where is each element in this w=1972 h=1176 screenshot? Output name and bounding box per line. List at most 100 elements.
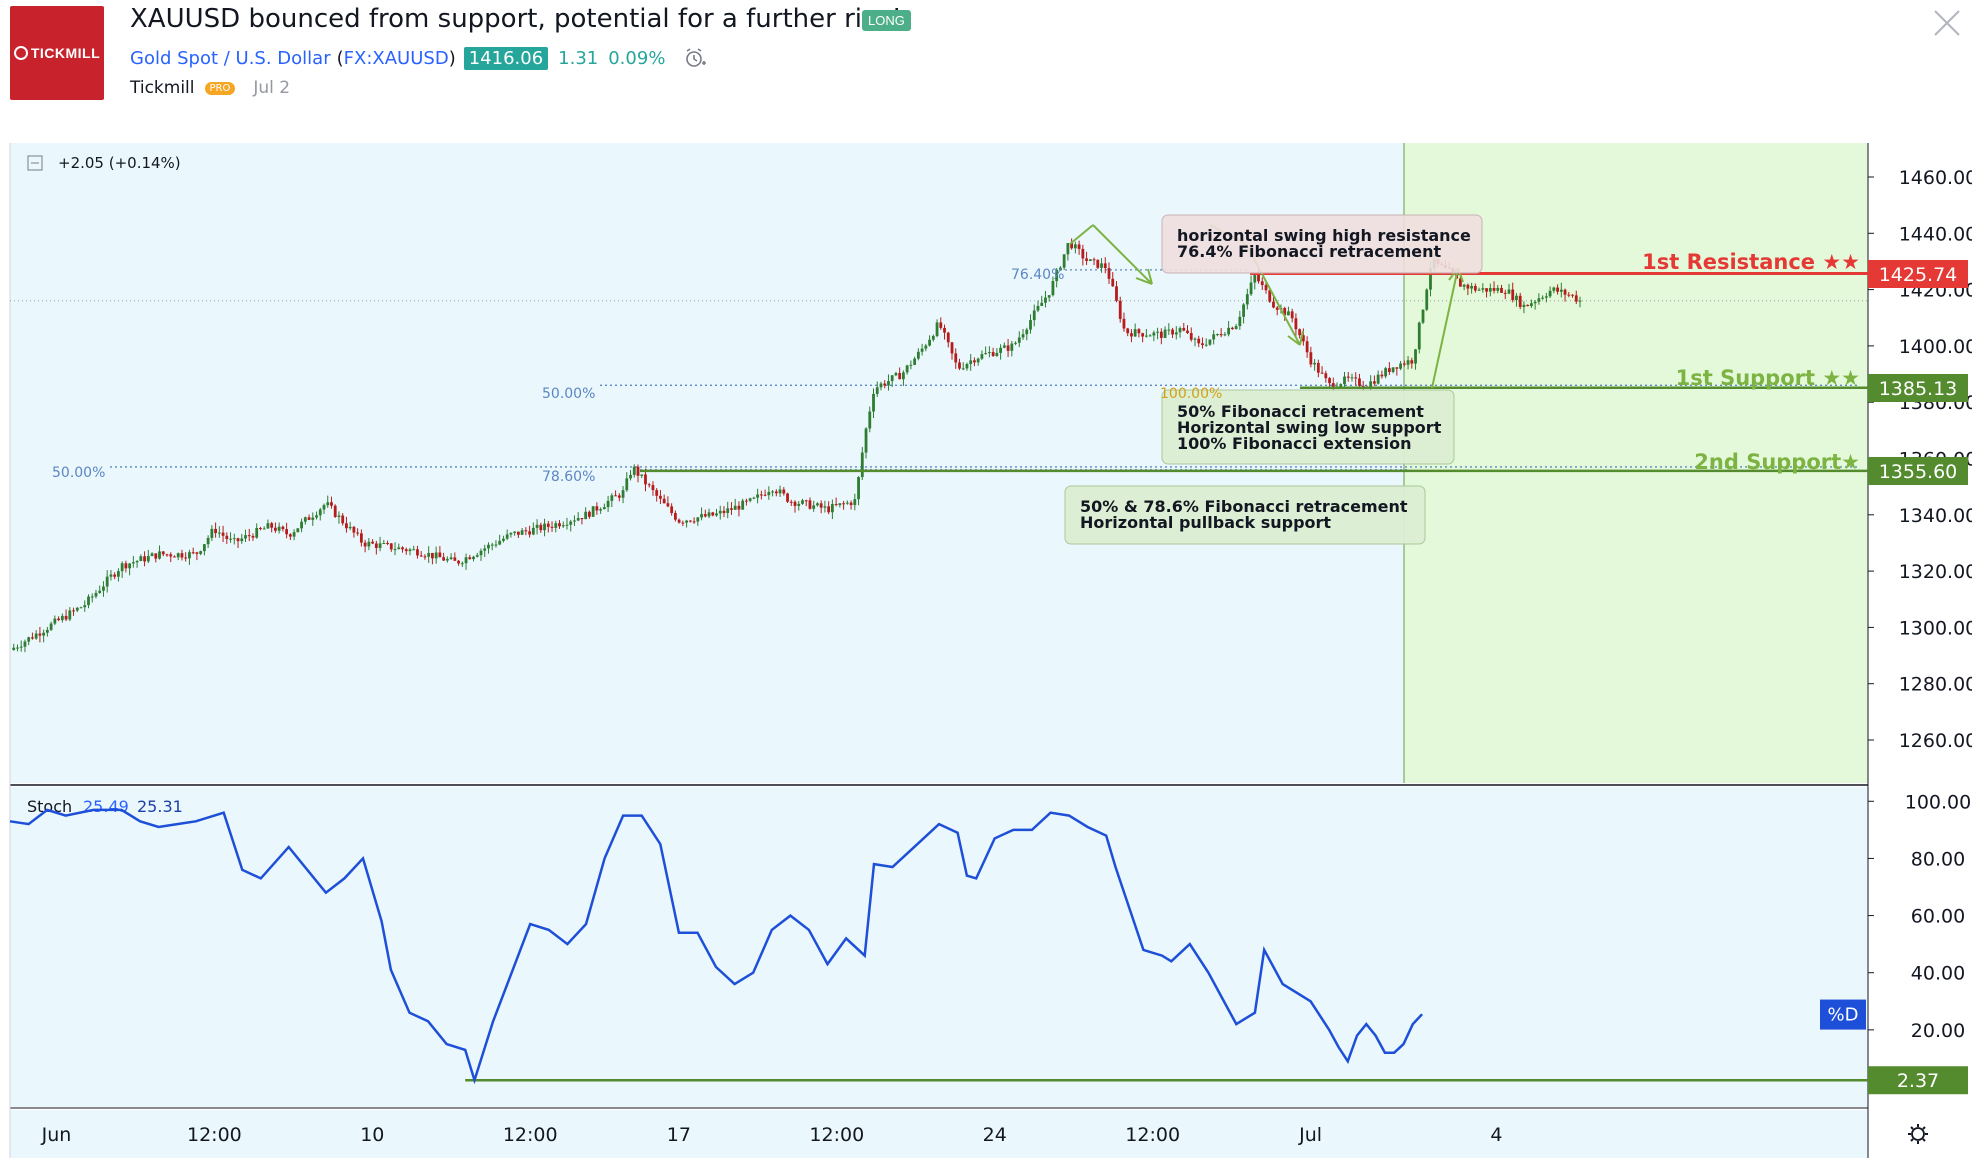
- candle-body: [236, 538, 240, 542]
- candle-body: [1541, 297, 1545, 299]
- candle-body: [1320, 372, 1324, 374]
- candle-body: [1059, 267, 1062, 270]
- close-icon[interactable]: [1932, 8, 1962, 38]
- candle-body: [1387, 368, 1391, 372]
- symbol-name-link[interactable]: Gold Spot / U.S. Dollar: [130, 47, 331, 69]
- candle-body: [487, 544, 490, 549]
- symbol-row: Gold Spot / U.S. Dollar (FX:XAUUSD) 1416…: [130, 46, 707, 70]
- candle-body: [819, 503, 823, 508]
- candle-body: [1537, 298, 1541, 302]
- candle-body: [1373, 381, 1376, 384]
- candle-body: [12, 647, 16, 650]
- annotation-support-2[interactable]: 50% & 78.6% Fibonacci retracement Horizo…: [1064, 485, 1426, 545]
- candle-body: [659, 495, 662, 499]
- candle-body: [386, 543, 389, 545]
- candle-body: [786, 493, 789, 502]
- candle-body: [1395, 367, 1399, 369]
- candle-body: [1122, 318, 1126, 329]
- candle-body: [763, 494, 767, 496]
- candle-body: [928, 339, 931, 346]
- stoch-axis-ticks: 20.00 40.00 60.00 80.00 100.00: [1868, 791, 1971, 1042]
- candle-body: [397, 547, 401, 550]
- alarm-clock-icon[interactable]: [683, 46, 707, 70]
- candle-body: [1507, 289, 1511, 294]
- stoch-tick-label: 100.00: [1905, 791, 1971, 813]
- author-row: Tickmill PRO Jul 2: [130, 78, 290, 98]
- candle-body: [251, 536, 255, 538]
- candle-body: [1511, 289, 1515, 301]
- candle-body: [842, 503, 846, 505]
- candle-body: [1429, 268, 1432, 290]
- fib-label-76-4: 76.40%: [1011, 267, 1064, 283]
- candle-body: [472, 556, 475, 560]
- candle-body: [102, 586, 105, 591]
- collapse-icon[interactable]: [27, 155, 43, 171]
- long-badge: LONG: [862, 10, 911, 31]
- candle-body: [1369, 381, 1373, 389]
- last-price: 1416.06: [463, 46, 549, 70]
- candle-body: [1204, 344, 1208, 346]
- candle-body: [1287, 311, 1290, 316]
- candle-body: [845, 502, 849, 504]
- candle-body: [913, 358, 917, 365]
- candle-body: [139, 556, 143, 561]
- candle-body: [31, 637, 34, 639]
- candle-body: [285, 529, 289, 535]
- candle-body: [1473, 285, 1477, 291]
- price-badge-support-1: 1385.13: [1868, 374, 1968, 402]
- annotation-resistance[interactable]: horizontal swing high resistance 76.4% F…: [1161, 214, 1483, 274]
- candle-body: [1410, 360, 1414, 364]
- candle-body: [1103, 263, 1107, 269]
- settings-gear-icon[interactable]: [1908, 1124, 1928, 1144]
- candle-body: [292, 532, 296, 537]
- candle-body: [1201, 343, 1204, 346]
- candle-body: [535, 524, 539, 528]
- stoch-d-badge: %D: [1820, 999, 1866, 1030]
- candle-body: [726, 508, 730, 514]
- fib-label-50-b: 50.00%: [52, 465, 105, 481]
- candle-body: [1118, 300, 1122, 319]
- candle-body: [1559, 289, 1563, 292]
- candle-body: [958, 362, 961, 369]
- candle-body: [1223, 334, 1227, 336]
- candle-body: [1533, 301, 1537, 304]
- stoch-tick-label: 80.00: [1911, 848, 1965, 870]
- candle-body: [120, 563, 124, 572]
- candle-body: [367, 541, 371, 547]
- candle-body: [737, 505, 741, 510]
- candle-body: [1144, 335, 1148, 337]
- candle-body: [45, 629, 49, 633]
- candle-body: [558, 523, 561, 527]
- candle-body: [348, 526, 352, 529]
- candle-body: [1073, 244, 1077, 249]
- symbol-code-link[interactable]: (FX:XAUUSD): [336, 47, 456, 69]
- author-name[interactable]: Tickmill: [130, 78, 195, 98]
- chart-canvas[interactable]: horizontal swing high resistance 76.4% F…: [0, 140, 1972, 1176]
- candle-body: [670, 506, 674, 514]
- candle-body: [1458, 278, 1462, 287]
- candle-body: [1216, 334, 1219, 336]
- candle-body: [853, 499, 857, 506]
- candle-body: [715, 513, 718, 516]
- candle-body: [1313, 362, 1317, 365]
- candle-body: [117, 571, 120, 577]
- candle-body: [281, 526, 285, 530]
- tickmill-logo[interactable]: TICKMILL: [10, 6, 104, 100]
- candle-body: [976, 358, 980, 363]
- candle-body: [1159, 331, 1163, 338]
- annotation-resistance-line2: 76.4% Fibonacci retracement: [1177, 242, 1441, 261]
- candle-body: [315, 515, 318, 518]
- candle-body: [1171, 329, 1174, 335]
- candle-body: [169, 554, 173, 557]
- candle-body: [1548, 290, 1552, 297]
- candle-body: [946, 332, 950, 343]
- candle-body: [427, 552, 431, 557]
- candle-body: [419, 555, 423, 557]
- candle-body: [673, 513, 677, 520]
- annotation-support-1[interactable]: 50% Fibonacci retracement Horizontal swi…: [1161, 389, 1455, 465]
- candle-body: [909, 364, 913, 366]
- price-badge-support-1-text: 1385.13: [1879, 378, 1958, 400]
- candle-body: [1230, 327, 1234, 330]
- pro-badge: PRO: [204, 81, 236, 95]
- candle-body: [404, 549, 408, 552]
